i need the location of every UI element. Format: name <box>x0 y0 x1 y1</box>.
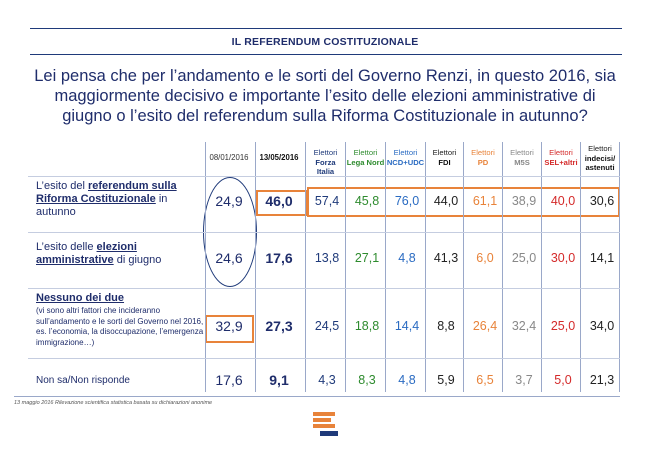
row-label: L’esito del referendum sulla Riforma Cos… <box>36 180 177 218</box>
value-electorate: 25,0 <box>550 319 576 333</box>
value-electorate: 5,9 <box>437 373 455 387</box>
value-electorate: 21,3 <box>589 373 615 387</box>
column-header-electorate: Elettori NCD+UDC <box>386 148 425 167</box>
value-electorate: 44,0 <box>433 194 459 208</box>
value-electorate: 4,8 <box>398 373 416 387</box>
row-divider <box>28 232 620 233</box>
top-rule <box>30 28 622 29</box>
value-electorate: 24,5 <box>314 319 340 333</box>
row-label: Non sa/Non risponde <box>36 375 130 386</box>
column-header-electorate: Elettori PD <box>471 148 495 167</box>
footnote: 13 maggio 2016 Rilevazione scientifica s… <box>14 400 213 406</box>
value-electorate: 13,8 <box>314 251 340 265</box>
value-date2: 46,0 <box>265 193 293 209</box>
value-date1: 24,9 <box>215 193 243 209</box>
column-divider <box>502 142 503 392</box>
row-divider <box>28 358 620 359</box>
value-electorate: 6,0 <box>476 251 494 265</box>
column-header-electorate: Elettori FDI <box>432 148 457 167</box>
column-divider <box>619 142 620 392</box>
value-electorate: 32,4 <box>511 319 537 333</box>
footer-rule <box>14 396 620 397</box>
value-electorate: 40,0 <box>550 194 576 208</box>
row-divider <box>28 176 620 177</box>
value-electorate: 18,8 <box>354 319 380 333</box>
value-electorate: 4,3 <box>318 373 336 387</box>
column-header-date2: 13/05/2016 <box>259 153 299 162</box>
column-header-electorate: Elettori M5S <box>510 148 534 167</box>
column-divider <box>255 142 256 392</box>
value-electorate: 57,4 <box>314 194 340 208</box>
column-divider <box>463 142 464 392</box>
value-electorate: 8,8 <box>437 319 455 333</box>
value-date1: 17,6 <box>215 372 243 388</box>
column-divider <box>385 142 386 392</box>
column-divider <box>580 142 581 392</box>
column-header-electorate: Elettori Lega Nord <box>346 148 385 167</box>
value-electorate: 26,4 <box>472 319 498 333</box>
value-electorate: 14,1 <box>589 251 615 265</box>
highlight-box-row3-date1 <box>205 315 254 343</box>
value-electorate: 34,0 <box>589 319 615 333</box>
value-electorate: 4,8 <box>398 251 416 265</box>
column-divider <box>425 142 426 392</box>
value-electorate: 45,8 <box>354 194 380 208</box>
value-electorate: 27,1 <box>354 251 380 265</box>
value-electorate: 25,0 <box>511 251 537 265</box>
column-divider <box>305 142 306 392</box>
value-date2: 9,1 <box>269 372 289 388</box>
column-header-electorate: Elettori Forza Italia <box>313 148 338 176</box>
title-rule <box>30 54 622 55</box>
value-electorate: 76,0 <box>394 194 420 208</box>
value-electorate: 30,0 <box>550 251 576 265</box>
column-header-date1: 08/01/2016 <box>209 153 249 162</box>
value-electorate: 14,4 <box>394 319 420 333</box>
value-electorate: 38,9 <box>511 194 537 208</box>
value-electorate: 6,5 <box>476 373 494 387</box>
row-label: L’esito delle elezioni amministrative di… <box>36 241 162 266</box>
value-date2: 27,3 <box>265 318 293 334</box>
page-title: IL REFERENDUM COSTITUZIONALE <box>231 36 419 48</box>
value-electorate: 30,6 <box>589 194 615 208</box>
column-divider <box>345 142 346 392</box>
value-electorate: 3,7 <box>515 373 533 387</box>
column-divider <box>541 142 542 392</box>
value-date1: 32,9 <box>215 318 243 334</box>
column-header-electorate: Elettori indecisi/ astenuti <box>584 144 616 172</box>
value-electorate: 41,3 <box>433 251 459 265</box>
value-electorate: 5,0 <box>554 373 572 387</box>
value-electorate: 8,3 <box>358 373 376 387</box>
column-divider <box>205 142 206 392</box>
value-date1: 24,6 <box>215 250 243 266</box>
row-divider <box>28 288 620 289</box>
survey-question: Lei pensa che per l’andamento e le sorti… <box>34 67 616 125</box>
value-electorate: 61,1 <box>472 194 498 208</box>
row-label: Nessuno dei due (vi sono altri fattori ch… <box>36 292 204 347</box>
company-logo-icon <box>313 412 338 436</box>
column-header-electorate: Elettori SEL+altri <box>544 148 578 167</box>
value-date2: 17,6 <box>265 250 293 266</box>
